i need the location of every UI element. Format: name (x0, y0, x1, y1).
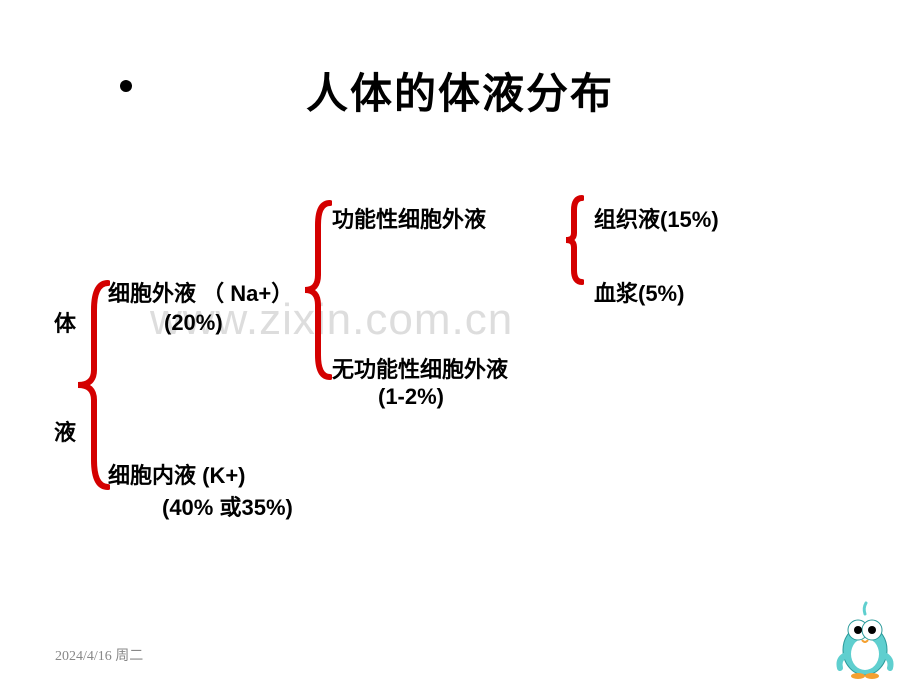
plasma: 血浆(5%) (594, 276, 684, 308)
intracellular-pct: (40% 或35%) (162, 490, 293, 522)
brace-extracellular (300, 200, 332, 380)
brace-main (72, 280, 110, 490)
page-title: 人体的体液分布 (0, 60, 920, 121)
date-label: 2024/4/16 周二 (55, 645, 143, 665)
tissue-fluid: 组织液(15%) (594, 202, 719, 234)
functional-label: 功能性细胞外液 (332, 202, 486, 234)
mascot-icon (830, 600, 900, 680)
brace-functional (562, 195, 584, 285)
nonfunctional-pct: (1-2%) (378, 384, 444, 410)
extracellular-pct: (20%) (164, 310, 223, 336)
intracellular-label: 细胞内液 (K+) (108, 458, 246, 490)
extracellular-label: 细胞外液 （ Na+） (108, 276, 293, 308)
nonfunctional-label: 无功能性细胞外液 (332, 352, 508, 384)
